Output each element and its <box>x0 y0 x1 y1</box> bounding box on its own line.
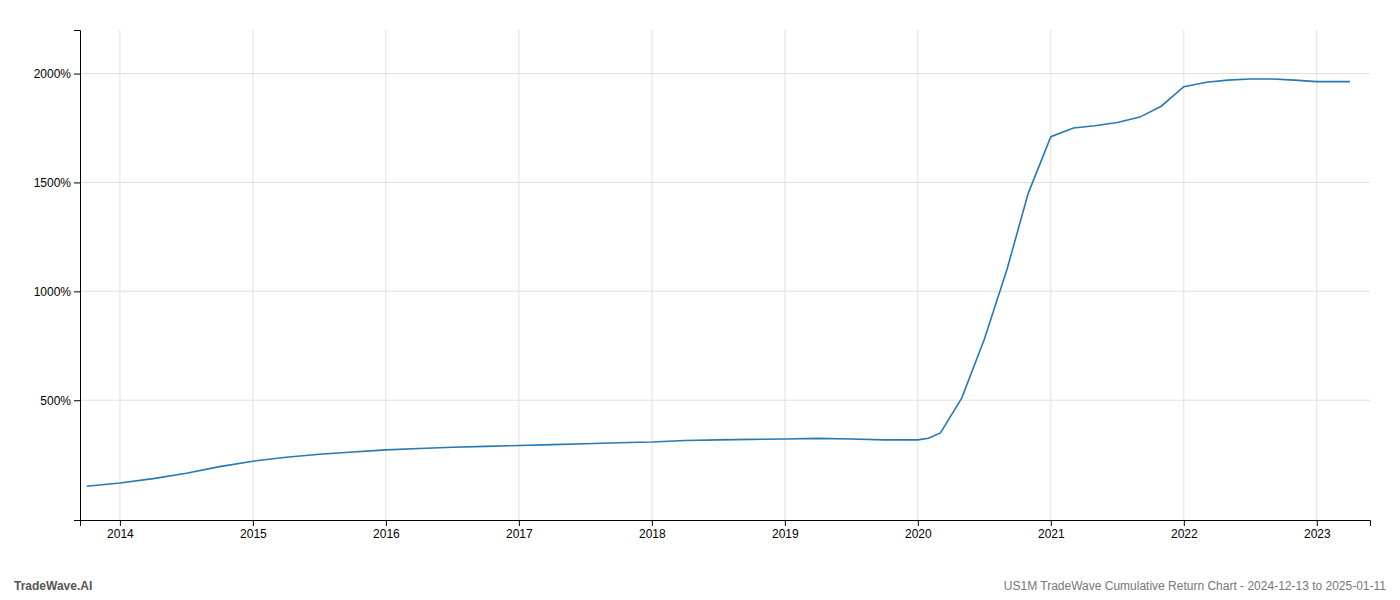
grid-line-y <box>80 182 1370 183</box>
x-axis-tick-mark <box>386 520 387 526</box>
x-axis-tick: 2020 <box>905 520 932 541</box>
x-axis-tick-label: 2016 <box>373 527 400 541</box>
y-axis-tick-mark <box>74 400 80 401</box>
plot-area <box>87 79 1350 486</box>
x-axis-tick: 2017 <box>506 520 533 541</box>
grid-line-x <box>119 30 120 520</box>
grid-line-x <box>385 30 386 520</box>
footer: TradeWave.AI US1M TradeWave Cumulative Re… <box>14 579 1386 593</box>
x-axis-tick: 2021 <box>1038 520 1065 541</box>
x-axis-tick-label: 2019 <box>772 527 799 541</box>
x-axis-tick-mark <box>1051 520 1052 526</box>
x-axis-tick-label: 2017 <box>506 527 533 541</box>
y-axis-tick: 500% <box>40 394 80 408</box>
grid-line-x <box>651 30 652 520</box>
x-axis-tick-label: 2021 <box>1038 527 1065 541</box>
y-axis-tick-label: 1000% <box>34 285 72 299</box>
x-axis: 2014 2015 2016 2017 2018 2019 2020 2021 2022 2023 <box>81 520 1371 541</box>
y-axis-tick: 2000% <box>34 67 80 81</box>
x-axis-tick-label: 2022 <box>1171 527 1198 541</box>
y-axis-tick-label: 2000% <box>34 67 72 81</box>
x-axis-tick: 2019 <box>772 520 799 541</box>
x-axis-tick-label: 2020 <box>905 527 932 541</box>
grid-line-y <box>80 73 1370 74</box>
x-axis-tick: 2014 <box>107 520 134 541</box>
x-axis-tick: 2022 <box>1171 520 1198 541</box>
x-axis-tick-mark <box>1184 520 1185 526</box>
y-axis-tick-mark <box>74 182 80 183</box>
y-axis-tick-label: 500% <box>40 394 71 408</box>
grid-line-x <box>1183 30 1184 520</box>
grid-line-x <box>252 30 253 520</box>
grid-line-y <box>80 400 1370 401</box>
y-axis-tick-label: 1500% <box>34 176 72 190</box>
x-axis-tick-mark <box>785 520 786 526</box>
grid-line-y <box>80 291 1370 292</box>
y-axis-tick: 1000% <box>34 285 80 299</box>
x-axis-tick-label: 2023 <box>1304 527 1331 541</box>
x-axis-tick-label: 2015 <box>240 527 267 541</box>
y-axis-tick: 1500% <box>34 176 80 190</box>
grid-line-x <box>784 30 785 520</box>
grid-line-x <box>1316 30 1317 520</box>
x-axis-tick-label: 2014 <box>107 527 134 541</box>
y-axis-line <box>74 31 81 521</box>
x-axis-tick-label: 2018 <box>639 527 666 541</box>
x-axis-line <box>81 521 1371 527</box>
chart: 2014 2015 2016 2017 2018 2019 2020 2021 2022 2023… <box>0 0 1400 600</box>
x-axis-tick: 2016 <box>373 520 400 541</box>
x-axis-tick-mark <box>652 520 653 526</box>
x-axis-tick: 2015 <box>240 520 267 541</box>
grid <box>80 30 1370 520</box>
x-axis-tick-mark <box>120 520 121 526</box>
grid-line-x <box>1050 30 1051 520</box>
footer-right: US1M TradeWave Cumulative Return Chart -… <box>1004 579 1387 593</box>
x-axis-tick: 2018 <box>639 520 666 541</box>
x-axis-tick-mark <box>253 520 254 526</box>
x-axis-tick-mark <box>1317 520 1318 526</box>
x-axis-tick-mark <box>519 520 520 526</box>
y-axis-tick-mark <box>74 74 80 75</box>
y-axis: 500% 1000% 1500% 2000% <box>34 31 81 521</box>
x-axis-tick-mark <box>918 520 919 526</box>
line <box>87 79 1350 486</box>
grid-line-x <box>917 30 918 520</box>
y-axis-tick-mark <box>74 291 80 292</box>
x-axis-tick: 2023 <box>1304 520 1331 541</box>
grid-line-x <box>518 30 519 520</box>
footer-left: TradeWave.AI <box>14 579 92 593</box>
